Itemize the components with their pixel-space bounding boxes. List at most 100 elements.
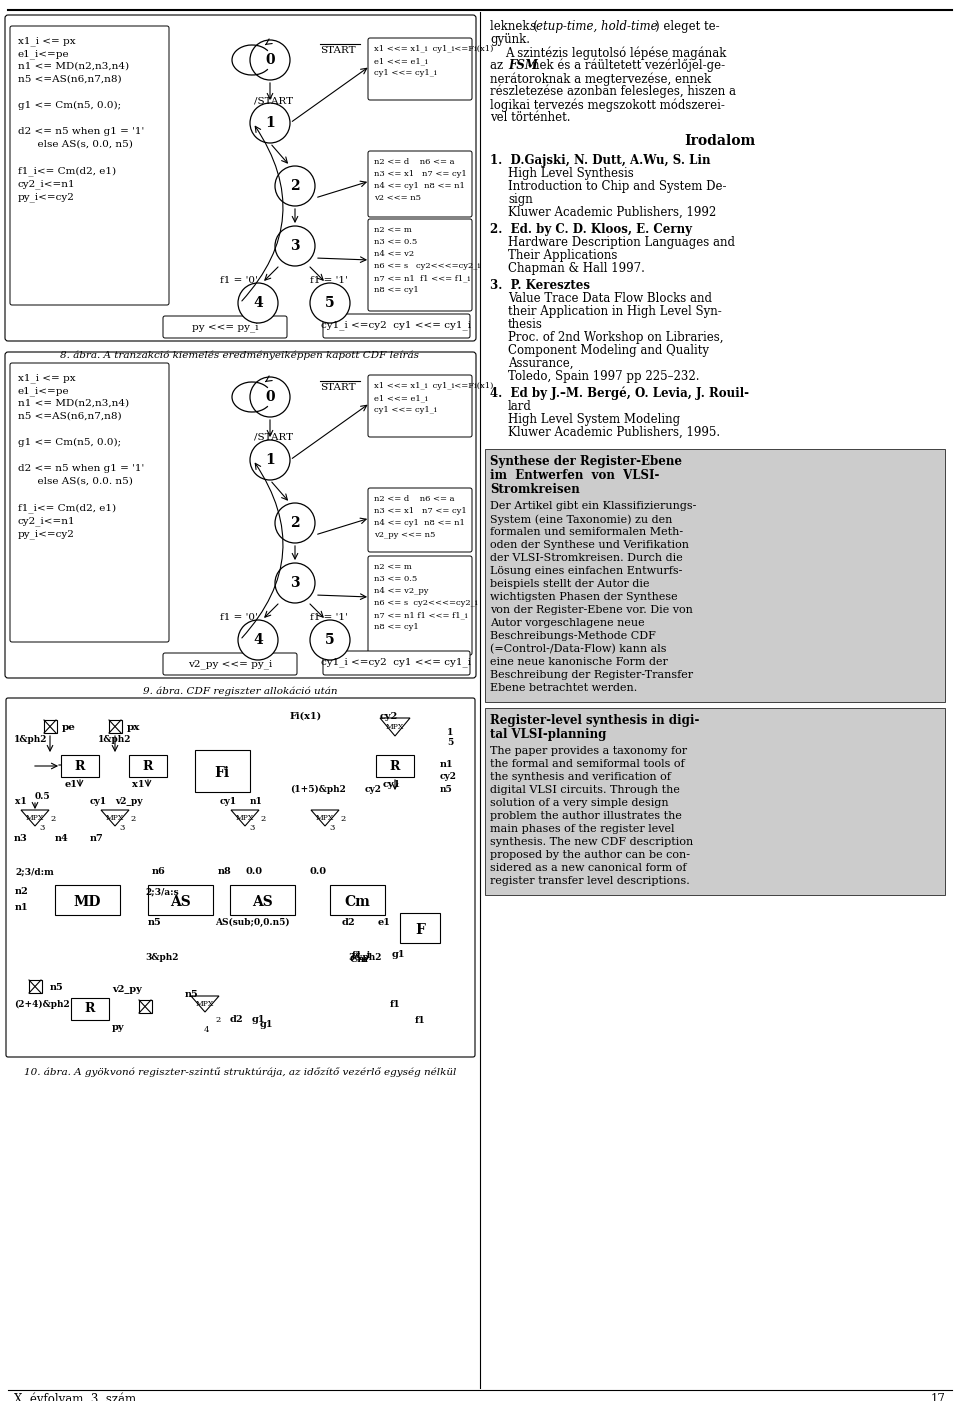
Text: Value Trace Data Flow Blocks and: Value Trace Data Flow Blocks and	[508, 291, 712, 305]
Circle shape	[275, 165, 315, 206]
Text: n3 <= x1   n7 <= cy1: n3 <= x1 n7 <= cy1	[374, 170, 467, 178]
Text: n7 <= n1  f1 <<= f1_i: n7 <= n1 f1 <<= f1_i	[374, 275, 470, 282]
Text: their Application in High Level Syn-: their Application in High Level Syn-	[508, 305, 722, 318]
Text: f1 = '0': f1 = '0'	[220, 276, 257, 284]
Text: 0.5: 0.5	[35, 792, 51, 801]
Text: 4: 4	[253, 296, 263, 310]
Text: py_i<=cy2: py_i<=cy2	[18, 530, 75, 539]
Text: R: R	[390, 759, 400, 772]
Circle shape	[310, 283, 350, 324]
Text: g1: g1	[392, 950, 405, 960]
Text: cy1 <<= cy1_i: cy1 <<= cy1_i	[374, 406, 437, 415]
Text: (1+5)&ph2: (1+5)&ph2	[290, 785, 346, 794]
Text: n3 <= 0.5: n3 <= 0.5	[374, 238, 418, 247]
Text: py: py	[112, 1023, 125, 1033]
Text: részletezése azonban felesleges, hiszen a: részletezése azonban felesleges, hiszen …	[490, 85, 736, 98]
Text: e1_i<=pe: e1_i<=pe	[18, 387, 70, 395]
Text: n7: n7	[90, 834, 104, 843]
Text: Cm: Cm	[350, 955, 369, 964]
Circle shape	[310, 621, 350, 660]
Bar	[139, 1000, 152, 1013]
Text: 2: 2	[340, 815, 346, 822]
Text: v2 <<= n5: v2 <<= n5	[374, 193, 421, 202]
Text: v2_py <<= py_i: v2_py <<= py_i	[188, 658, 272, 668]
FancyBboxPatch shape	[10, 27, 169, 305]
Text: proposed by the author can be con-: proposed by the author can be con-	[490, 850, 690, 860]
Text: formalen und semiformalen Meth-: formalen und semiformalen Meth-	[490, 527, 684, 537]
Text: START: START	[320, 46, 355, 55]
FancyBboxPatch shape	[6, 698, 475, 1056]
Text: n4 <= v2_py: n4 <= v2_py	[374, 587, 428, 595]
Text: n5 <=AS(n6,n7,n8): n5 <=AS(n6,n7,n8)	[18, 76, 122, 84]
Text: cy1_i <=cy2  cy1 <<= cy1_i: cy1_i <=cy2 cy1 <<= cy1_i	[321, 657, 471, 667]
Text: 8. ábra. A tranzakció kiemelés eredményeiképpen kapott CDF leírás: 8. ábra. A tranzakció kiemelés eredménye…	[60, 350, 420, 360]
Text: 3.  P. Keresztes: 3. P. Keresztes	[490, 279, 590, 291]
Text: Proc. of 2nd Workshop on Libraries,: Proc. of 2nd Workshop on Libraries,	[508, 331, 724, 345]
Text: lard: lard	[508, 401, 532, 413]
Text: cy2: cy2	[440, 772, 457, 780]
Text: FSM: FSM	[508, 59, 538, 71]
Text: n2 <= d    n6 <= a: n2 <= d n6 <= a	[374, 495, 454, 503]
Text: Introduction to Chip and System De-: Introduction to Chip and System De-	[508, 179, 727, 193]
Text: 2: 2	[290, 179, 300, 193]
Text: n7 <= n1 f1 <<= f1_i: n7 <= n1 f1 <<= f1_i	[374, 611, 468, 619]
Text: 0.0: 0.0	[310, 867, 327, 876]
Text: A szintézis legutolsó lépése magának: A szintézis legutolsó lépése magának	[505, 46, 727, 59]
Text: sidered as a new canonical form of: sidered as a new canonical form of	[490, 863, 686, 873]
Text: x1: x1	[15, 797, 27, 806]
Text: cy1: cy1	[90, 797, 108, 806]
Text: AS: AS	[170, 895, 190, 909]
Bar	[29, 981, 42, 993]
FancyBboxPatch shape	[5, 15, 476, 340]
Text: 0: 0	[265, 53, 275, 67]
Bar	[230, 885, 295, 915]
Text: 3: 3	[119, 824, 125, 832]
Text: n5: n5	[440, 785, 453, 794]
Text: 3: 3	[39, 824, 44, 832]
Text: MPX: MPX	[106, 814, 124, 822]
Text: problem the author illustrates the: problem the author illustrates the	[490, 811, 682, 821]
Text: n3 <= x1   n7 <= cy1: n3 <= x1 n7 <= cy1	[374, 507, 467, 516]
Text: x1_i <= px: x1_i <= px	[18, 373, 76, 382]
Text: x1 <<= x1_i  cy1_i<=Fi(x1): x1 <<= x1_i cy1_i<=Fi(x1)	[374, 382, 493, 389]
Text: AS: AS	[252, 895, 273, 909]
Text: n2 <= d    n6 <= a: n2 <= d n6 <= a	[374, 158, 454, 165]
FancyBboxPatch shape	[10, 363, 169, 642]
Text: eine neue kanonische Form der: eine neue kanonische Form der	[490, 657, 668, 667]
Text: x1 <<= x1_i  cy1_i<=Fi(x1): x1 <<= x1_i cy1_i<=Fi(x1)	[374, 45, 493, 53]
Text: n4: n4	[55, 834, 69, 843]
Text: cy2_i<=n1: cy2_i<=n1	[18, 179, 76, 189]
Text: sign: sign	[508, 193, 533, 206]
Text: main phases of the register level: main phases of the register level	[490, 824, 675, 834]
Text: 2: 2	[130, 815, 135, 822]
Text: MD: MD	[73, 895, 101, 909]
Text: Synthese der Register-Ebene: Synthese der Register-Ebene	[490, 455, 682, 468]
Text: n3 <= 0.5: n3 <= 0.5	[374, 574, 418, 583]
Text: 2: 2	[290, 516, 300, 530]
Text: oden der Synthese und Verifikation: oden der Synthese und Verifikation	[490, 539, 689, 551]
Text: n6 <= s   cy2<<<=cy2_i: n6 <= s cy2<<<=cy2_i	[374, 262, 480, 270]
Text: n8 <= cy1: n8 <= cy1	[374, 286, 419, 294]
Circle shape	[250, 41, 290, 80]
Text: cy1_i <=cy2  cy1 <<= cy1_i: cy1_i <=cy2 cy1 <<= cy1_i	[321, 319, 471, 329]
Circle shape	[250, 377, 290, 417]
Text: f1_i<= Cm(d2, e1): f1_i<= Cm(d2, e1)	[18, 503, 116, 513]
Text: 2: 2	[260, 815, 265, 822]
Text: az: az	[490, 59, 507, 71]
Text: 2;3/a:s: 2;3/a:s	[145, 887, 179, 897]
Text: e1 <<= e1_i: e1 <<= e1_i	[374, 394, 427, 402]
Text: cy2: cy2	[365, 785, 382, 794]
Text: gyünk.: gyünk.	[490, 34, 530, 46]
FancyBboxPatch shape	[323, 651, 470, 675]
Text: 0: 0	[265, 389, 275, 403]
Text: 2: 2	[215, 1016, 220, 1024]
Text: The paper provides a taxonomy for: The paper provides a taxonomy for	[490, 745, 687, 757]
Text: Der Artikel gibt ein Klassifizierungs-: Der Artikel gibt ein Klassifizierungs-	[490, 502, 696, 511]
FancyBboxPatch shape	[323, 314, 470, 338]
Bar	[148, 885, 213, 915]
Bar	[55, 885, 120, 915]
Text: 1: 1	[265, 453, 275, 467]
Bar	[109, 720, 122, 733]
Circle shape	[275, 563, 315, 602]
Text: High Level Synthesis: High Level Synthesis	[508, 167, 634, 179]
